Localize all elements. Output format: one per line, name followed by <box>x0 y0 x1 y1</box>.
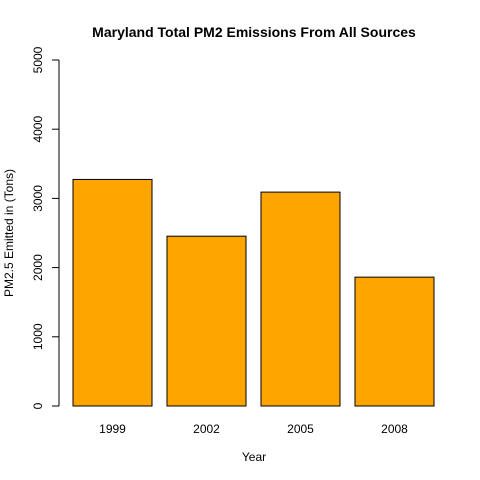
x-tick-label: 2008 <box>381 422 408 436</box>
y-tick-label: 1000 <box>31 323 45 350</box>
y-tick-label: 5000 <box>31 46 45 73</box>
x-axis-label: Year <box>242 450 266 464</box>
bar-2002 <box>166 235 247 407</box>
bar-2008 <box>354 276 435 407</box>
y-axis: 0 1000 2000 3000 4000 5000 <box>31 46 60 409</box>
y-tick-label: 0 <box>31 402 45 409</box>
y-axis-label: PM2.5 Emitted in (Tons) <box>2 169 16 297</box>
chart-title: Maryland Total PM2 Emissions From All So… <box>92 24 416 40</box>
x-axis: 1999 2002 2005 2008 <box>99 422 408 436</box>
bars-group <box>72 178 435 407</box>
y-tick-label: 2000 <box>31 254 45 281</box>
x-tick-label: 1999 <box>99 422 126 436</box>
bar-1999 <box>72 178 153 407</box>
x-tick-label: 2002 <box>193 422 220 436</box>
bar-2005 <box>260 191 341 407</box>
y-tick-label: 3000 <box>31 185 45 212</box>
x-tick-label: 2005 <box>287 422 314 436</box>
y-tick-label: 4000 <box>31 116 45 143</box>
